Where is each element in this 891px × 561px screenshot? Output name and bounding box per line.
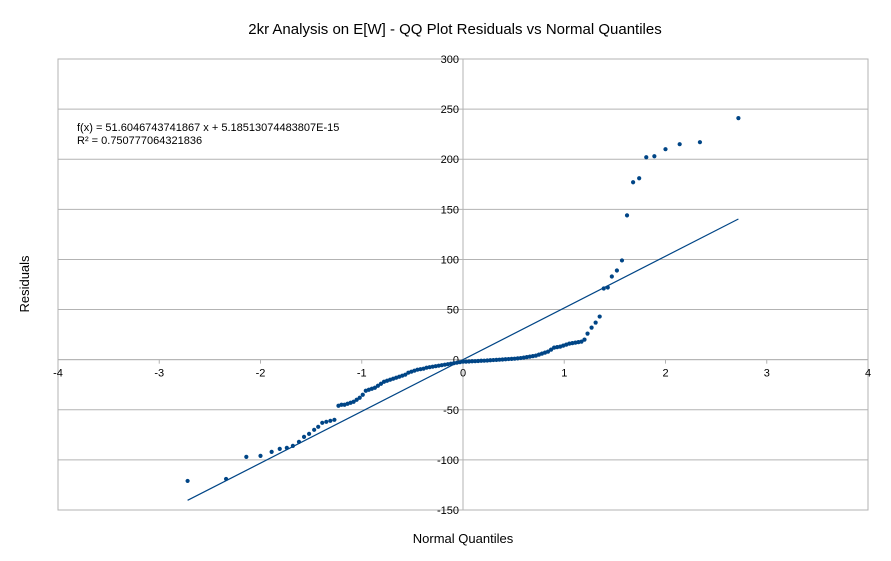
data-point [488,358,493,363]
data-point [512,356,517,361]
data-point [372,385,378,390]
data-point [491,357,496,363]
x-tick-label: -4 [53,368,63,380]
data-point [503,357,508,362]
data-point [597,314,602,319]
data-point [403,372,408,377]
data-point [324,419,329,424]
data-point [637,176,642,181]
data-point [476,358,481,364]
x-tick-label: -2 [256,368,266,380]
x-tick-label: -1 [357,368,367,380]
data-point [312,427,317,432]
data-point [624,213,630,218]
data-point [494,357,499,362]
data-point [593,320,598,325]
data-point [485,358,490,363]
y-tick-label: -50 [443,405,459,417]
data-point [223,476,229,482]
data-point [609,274,614,279]
data-point [697,140,703,145]
data-point [269,449,274,454]
tick-labels: -150 -100 -50 0 50 100 150 200 250 300 -4 -3 -2 -1 0 1 2… [53,54,871,517]
data-point [320,420,325,425]
x-axis-label: Normal Quantiles [413,531,514,546]
data-point [589,325,594,330]
y-tick-label: 250 [441,104,459,116]
y-tick-label: 200 [441,154,459,166]
data-point [479,358,484,363]
data-point [579,339,584,344]
y-tick-label: -150 [437,505,459,517]
data-point [677,142,682,147]
y-axis-label: Residuals [17,255,32,313]
data-point [460,359,466,364]
y-tick-label: 100 [441,254,459,266]
data-point [316,424,321,429]
data-point [360,392,365,397]
data-point [482,358,487,363]
data-point [582,337,587,342]
data-point [506,356,511,362]
trendline-r-squared: R² = 0.750777064321836 [77,135,202,147]
data-point [339,402,344,407]
data-point [185,478,190,484]
data-point [644,155,649,160]
data-point [301,434,307,439]
data-point [290,443,295,448]
data-point [619,258,625,263]
data-point [736,116,741,121]
x-tick-label: 1 [561,368,567,380]
x-tick-label: 2 [662,368,668,380]
data-point [332,417,337,422]
data-point [601,286,606,291]
data-point [296,439,302,444]
points-layer [185,116,741,484]
data-point [497,357,502,362]
data-point [466,359,472,364]
data-point [548,347,554,352]
y-tick-label: 0 [453,355,459,367]
data-point [357,395,362,400]
data-point [463,359,469,364]
data-point [515,356,520,361]
y-tick-label: -100 [437,455,459,467]
x-tick-label: 4 [865,368,871,380]
data-point [509,356,514,361]
data-point [473,359,478,364]
data-point [614,268,620,273]
data-point [585,331,590,336]
data-point [328,418,333,423]
data-point [354,397,359,402]
x-tick-label: 0 [460,368,466,380]
data-point [244,454,249,459]
data-point [258,453,263,458]
data-point [652,154,657,159]
x-tick-label: -3 [154,368,164,380]
x-tick-label: 3 [764,368,770,380]
data-point [351,399,356,404]
data-point [605,285,610,290]
y-tick-label: 150 [441,204,459,216]
data-point [378,381,384,386]
data-point [277,446,282,451]
data-point [500,357,505,362]
data-point [663,147,668,152]
data-point [470,359,475,364]
data-point [284,445,289,450]
data-point [307,431,312,436]
trendline-equation: f(x) = 51.6046743741867 x + 5.1851307448… [77,122,339,134]
plot-area: -150 -100 -50 0 50 100 150 200 250 300 -4 -3 -2 -1 0 1 2… [53,54,871,517]
y-tick-label: 50 [447,305,459,317]
data-point [545,349,551,354]
y-tick-label: 300 [441,54,459,66]
chart-title: 2kr Analysis on E[W] - QQ Plot Residuals… [248,21,661,38]
data-point [631,180,636,185]
data-point [375,383,381,388]
